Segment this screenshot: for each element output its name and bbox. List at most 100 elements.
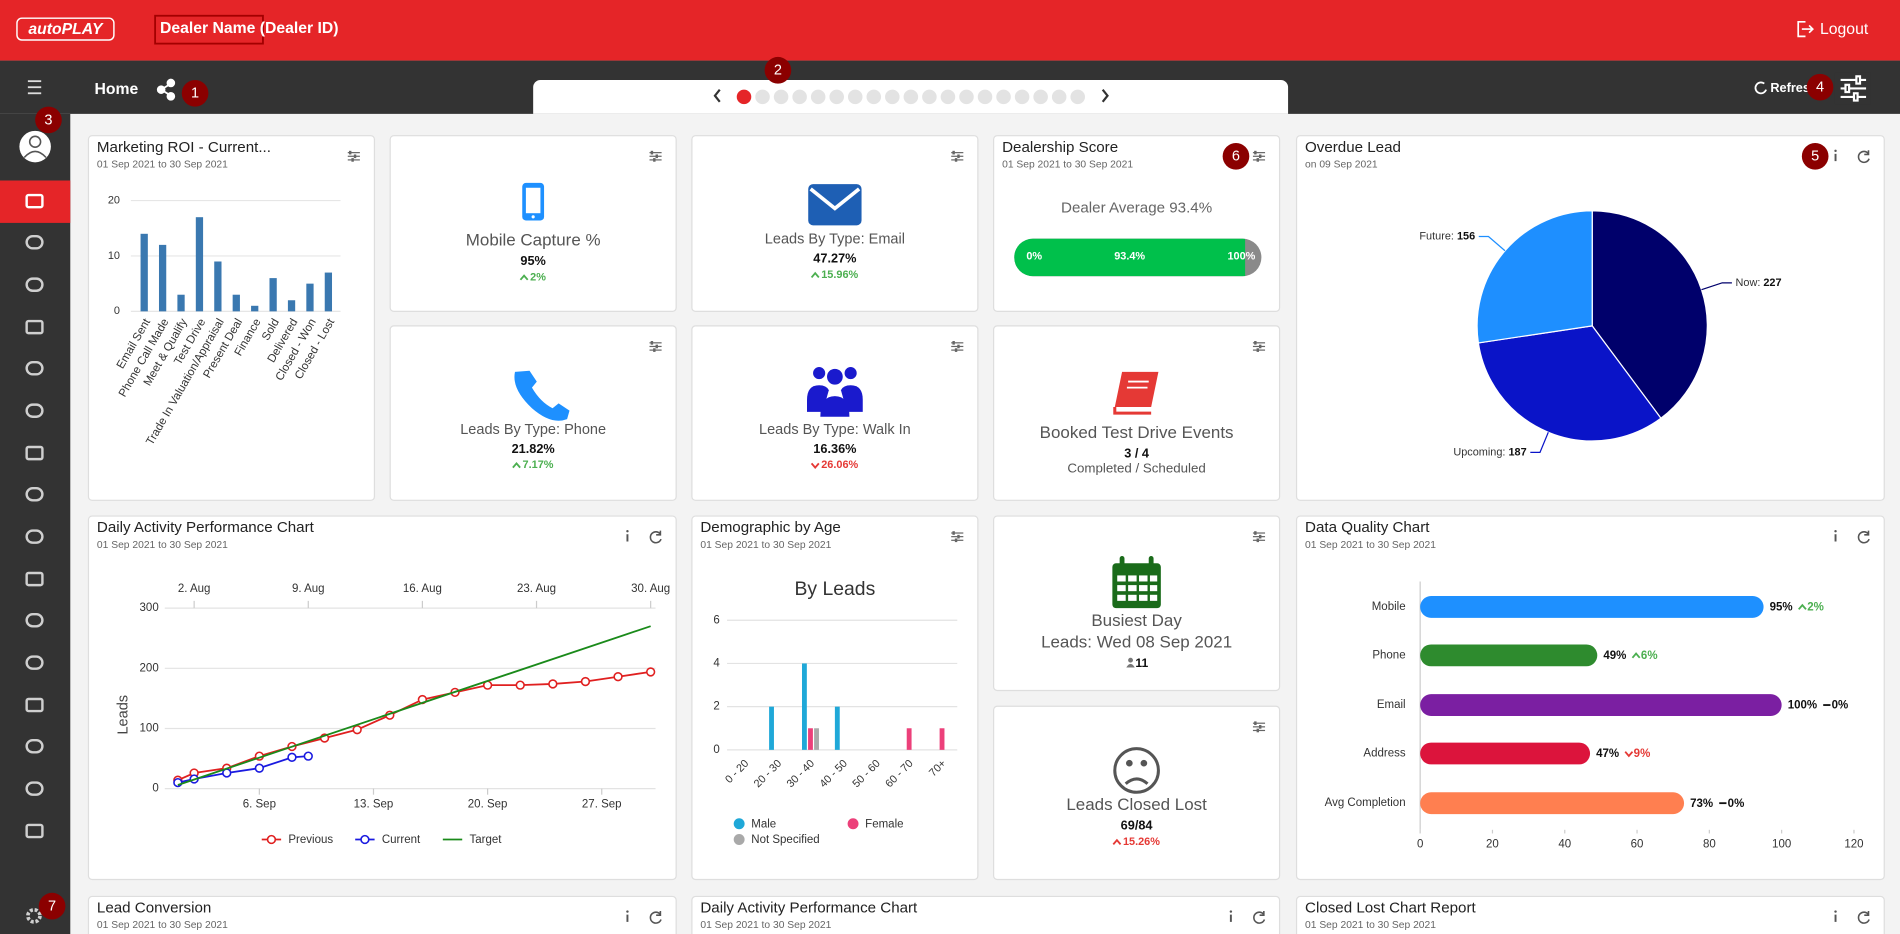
info-dot xyxy=(1834,910,1837,913)
pager-dot[interactable] xyxy=(903,89,919,105)
pager-dot[interactable] xyxy=(866,89,882,105)
pager-prev[interactable] xyxy=(713,88,721,103)
menu-icon[interactable] xyxy=(27,80,42,95)
card-title: Dealership Score xyxy=(1002,139,1118,156)
x2-tick-label: 16. Aug xyxy=(403,583,442,595)
card-title: Closed Lost Chart Report xyxy=(1305,900,1476,917)
info-icon[interactable] xyxy=(1834,914,1837,922)
pager-dot[interactable] xyxy=(922,89,937,105)
trend-arrow xyxy=(519,274,529,281)
pager-dot[interactable] xyxy=(755,89,770,105)
pager-dot[interactable] xyxy=(792,89,807,105)
nav-icon[interactable] xyxy=(25,445,44,461)
pager-dot[interactable] xyxy=(829,89,844,105)
bar xyxy=(906,728,912,750)
pie-slice xyxy=(1591,210,1708,420)
refresh-icon[interactable] xyxy=(1857,910,1870,924)
bar xyxy=(158,244,167,312)
pager-dot[interactable] xyxy=(736,89,752,105)
pager-dot[interactable] xyxy=(847,89,863,105)
card xyxy=(87,135,376,501)
bar xyxy=(1420,596,1764,618)
pager-dot[interactable] xyxy=(1051,89,1067,105)
nav-icon[interactable] xyxy=(25,403,44,418)
logout-icon[interactable] xyxy=(1797,20,1814,38)
refresh-icon[interactable] xyxy=(1857,150,1870,164)
dealer-name[interactable]: Dealer Name (Dealer ID) xyxy=(160,20,339,37)
pager-dot[interactable] xyxy=(1014,89,1030,105)
nav-icon[interactable] xyxy=(25,697,44,713)
pie-leader xyxy=(1478,235,1506,252)
share-icon[interactable] xyxy=(156,78,176,101)
bar xyxy=(251,305,259,312)
pager-next[interactable] xyxy=(1101,88,1109,103)
badge-label: 3 xyxy=(44,112,52,128)
bar xyxy=(269,278,277,312)
refresh-icon[interactable] xyxy=(649,910,662,924)
refresh-label[interactable]: Refresh xyxy=(1770,80,1817,95)
settings-icon[interactable] xyxy=(26,907,42,924)
nav-icon[interactable] xyxy=(25,277,44,292)
settings-knob xyxy=(957,534,960,539)
nav-icon[interactable] xyxy=(25,738,44,754)
badge-label: 5 xyxy=(1811,149,1819,165)
score-max: 100% xyxy=(1227,251,1255,263)
refresh-icon[interactable] xyxy=(1253,910,1266,924)
nav-icon[interactable] xyxy=(25,486,44,502)
card-subtitle: 01 Sep 2021 to 30 Sep 2021 xyxy=(1305,540,1436,551)
kpi-title: Busiest Day xyxy=(1091,611,1182,630)
info-dot xyxy=(1834,529,1837,533)
kpi-title: Leads By Type: Email xyxy=(765,232,905,248)
pager-dot[interactable] xyxy=(810,89,826,105)
pager-dots xyxy=(736,89,1085,105)
refresh-icon[interactable] xyxy=(649,530,662,544)
pager-dot[interactable] xyxy=(959,89,974,105)
info-icon[interactable] xyxy=(1834,534,1837,542)
info-icon[interactable] xyxy=(626,914,629,922)
nav-icon[interactable] xyxy=(25,319,44,335)
pager-dot[interactable] xyxy=(940,89,956,105)
change-label: 0% xyxy=(1728,798,1745,810)
trend-arrow xyxy=(1798,603,1807,610)
badge xyxy=(1806,73,1834,101)
settings-knob xyxy=(353,154,357,159)
kpi-change: 15.96% xyxy=(821,269,858,281)
settings-knob xyxy=(1258,154,1262,159)
score-label: Dealer Average 93.4% xyxy=(1061,199,1212,216)
legend-marker xyxy=(266,834,277,845)
nav-icon[interactable] xyxy=(25,529,44,544)
kpi-value: 95% xyxy=(520,253,545,268)
pager-dot[interactable] xyxy=(977,89,993,105)
phone-icon xyxy=(514,370,570,421)
legend-label: Previous xyxy=(288,834,333,846)
nav-icon[interactable] xyxy=(25,193,44,209)
nav-icon[interactable] xyxy=(25,612,44,628)
card-subtitle: on 09 Sep 2021 xyxy=(1305,159,1378,170)
nav-icon[interactable] xyxy=(25,235,44,250)
pager-dot[interactable] xyxy=(1070,89,1085,105)
nav-icon[interactable] xyxy=(25,823,44,839)
nav-icon[interactable] xyxy=(25,781,44,796)
pie-label-value: 187 xyxy=(1505,446,1526,458)
info-icon[interactable] xyxy=(626,534,629,542)
pie-label-name: Now: xyxy=(1736,277,1761,289)
trend-arrow xyxy=(1112,838,1122,845)
avatar-body xyxy=(23,150,47,159)
nav-icon[interactable] xyxy=(25,655,44,670)
nav-icon[interactable] xyxy=(25,361,44,376)
info-icon[interactable] xyxy=(1229,914,1232,922)
bar xyxy=(324,272,333,312)
refresh-icon[interactable] xyxy=(1754,81,1767,95)
pager-dot[interactable] xyxy=(996,89,1011,105)
logout[interactable]: Logout xyxy=(1820,21,1869,38)
pager-dot[interactable] xyxy=(885,89,900,105)
filter-icon[interactable] xyxy=(1840,75,1867,102)
pager-dot[interactable] xyxy=(1033,89,1048,105)
pie-label-value: 227 xyxy=(1760,277,1781,289)
nav-icon[interactable] xyxy=(25,571,44,587)
refresh-icon[interactable] xyxy=(1857,530,1870,544)
info-icon[interactable] xyxy=(1834,153,1837,162)
trend-arrow xyxy=(810,271,820,279)
y-tick-label: Avg Completion xyxy=(1325,797,1406,809)
pager-dot[interactable] xyxy=(773,89,789,105)
